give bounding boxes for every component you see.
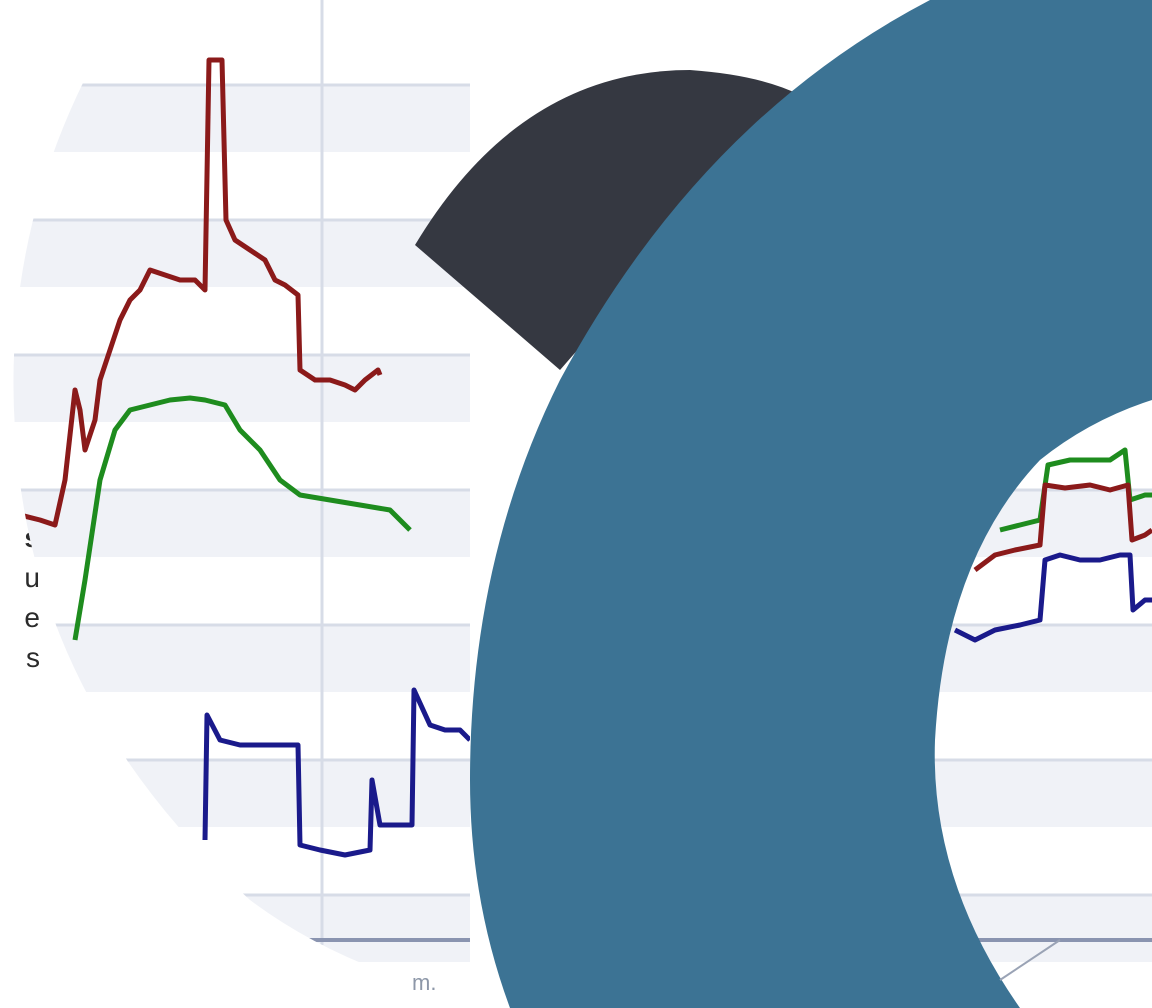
- side-text-line: u: [24, 562, 40, 593]
- grid-band: [930, 760, 1152, 827]
- grid-band: [13, 355, 470, 422]
- blue-ring-shape: [470, 0, 1152, 1008]
- grid-band: [13, 85, 470, 152]
- series-line: [973, 482, 1152, 572]
- series-line: [953, 552, 1152, 643]
- grid-band: [13, 220, 470, 287]
- series-line: [13, 57, 383, 528]
- grid-band: [13, 625, 470, 692]
- series-line: [202, 687, 470, 858]
- right-series-group: [953, 447, 1152, 643]
- dark-pie-shape: [415, 70, 800, 370]
- series-line: [72, 395, 412, 641]
- series-line: [999, 447, 1152, 533]
- x-tick-label: m.: [412, 970, 437, 995]
- side-text-line: e: [24, 602, 40, 633]
- edge-line: [999, 939, 1061, 981]
- left-series-group: [13, 57, 470, 858]
- side-text-line: s: [26, 642, 40, 673]
